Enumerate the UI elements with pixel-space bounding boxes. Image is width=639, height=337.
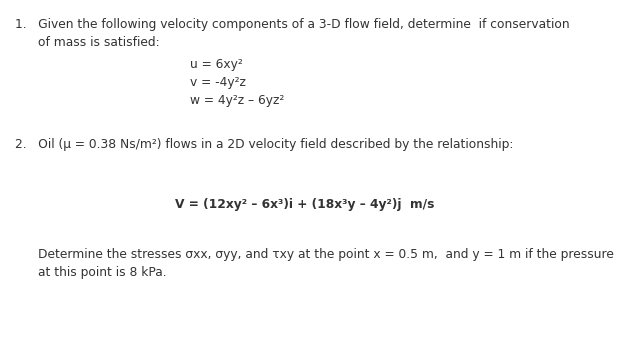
Text: of mass is satisfied:: of mass is satisfied: bbox=[38, 36, 160, 49]
Text: at this point is 8 kPa.: at this point is 8 kPa. bbox=[38, 266, 167, 279]
Text: v = -4y²z: v = -4y²z bbox=[190, 76, 246, 89]
Text: 1.   Given the following velocity components of a 3-D flow field, determine  if : 1. Given the following velocity componen… bbox=[15, 18, 569, 31]
Text: 2.   Oil (μ = 0.38 Ns/m²) flows in a 2D velocity field described by the relation: 2. Oil (μ = 0.38 Ns/m²) flows in a 2D ve… bbox=[15, 138, 513, 151]
Text: Determine the stresses σxx, σyy, and τxy at the point x = 0.5 m,  and y = 1 m if: Determine the stresses σxx, σyy, and τxy… bbox=[38, 248, 614, 261]
Text: V = (12xy² – 6x³)i + (18x³y – 4y²)j  m/s: V = (12xy² – 6x³)i + (18x³y – 4y²)j m/s bbox=[175, 198, 435, 211]
Text: u = 6xy²: u = 6xy² bbox=[190, 58, 243, 71]
Text: w = 4y²z – 6yz²: w = 4y²z – 6yz² bbox=[190, 94, 284, 107]
